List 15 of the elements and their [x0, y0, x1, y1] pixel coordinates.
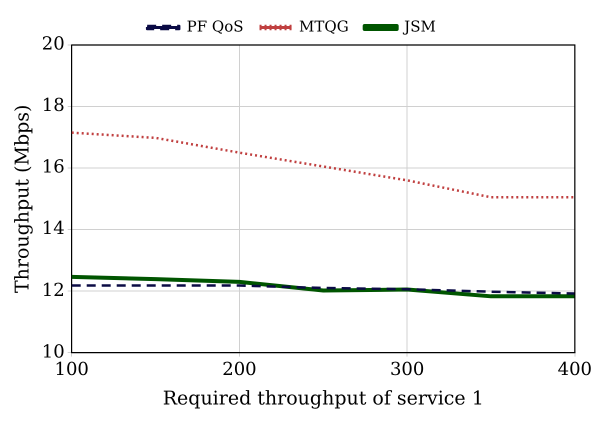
- x-tick-label: 200: [222, 359, 257, 380]
- y-tick-label: 12: [42, 280, 65, 301]
- y-tick-label: 14: [42, 218, 65, 240]
- legend-label: MTQG: [299, 17, 349, 36]
- legend-label: PF QoS: [186, 17, 244, 36]
- y-tick-label: 18: [42, 95, 65, 116]
- x-tick-label: 300: [390, 359, 424, 380]
- line-series: [72, 284, 575, 295]
- y-tick-label: 20: [42, 34, 65, 55]
- y-axis-title: Throughput (Mbps): [11, 104, 34, 294]
- x-axis-title: Required throughput of service 1: [162, 388, 484, 410]
- y-tick-label: 16: [42, 156, 65, 178]
- line-series: [72, 131, 575, 199]
- legend-label: JSM: [402, 17, 436, 36]
- x-tick-label: 400: [558, 359, 592, 380]
